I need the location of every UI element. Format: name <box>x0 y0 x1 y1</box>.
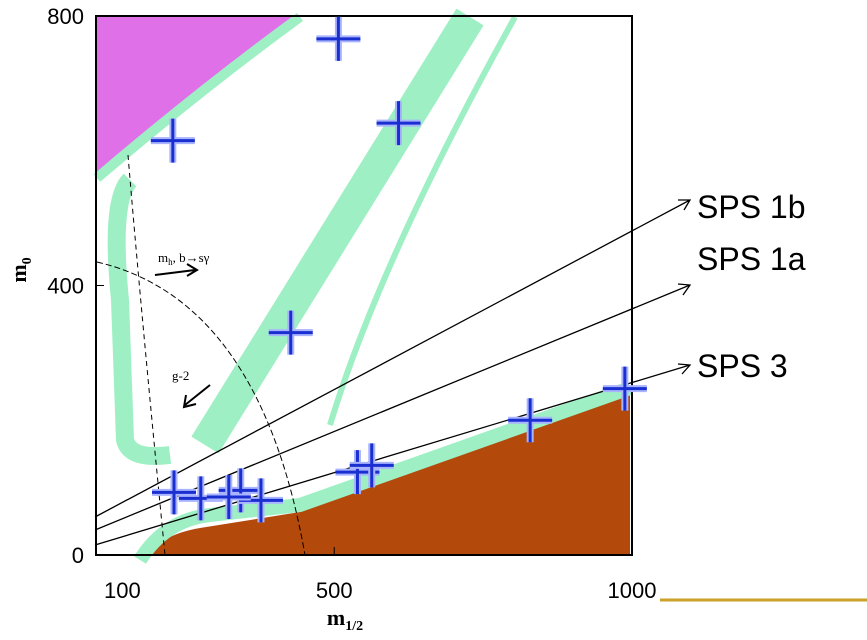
dashed-boundary <box>127 154 166 556</box>
allowed-strip <box>327 15 518 426</box>
allowed-strip <box>134 381 633 564</box>
x-tick-label: 100 <box>104 578 141 603</box>
annotation: SPS 3 <box>697 348 788 384</box>
region-label: g-2 <box>172 368 189 383</box>
x-tick-label: 500 <box>316 578 353 603</box>
sps-lines <box>94 199 692 546</box>
arrow <box>154 263 199 277</box>
point <box>150 118 195 163</box>
regions <box>93 8 633 564</box>
y-tick-label: 800 <box>47 4 84 29</box>
y-tick-label: 400 <box>47 274 84 299</box>
region-label: mh, b→sγ <box>158 250 210 267</box>
point <box>152 470 197 515</box>
y-axis-label: m0 <box>6 257 35 282</box>
x-axis-label: m1/2 <box>327 605 363 634</box>
point <box>602 366 647 411</box>
y-tick-label: 0 <box>72 543 84 568</box>
x-tick-label: 1000 <box>608 578 657 603</box>
point <box>268 310 313 355</box>
annotation: SPS 1a <box>697 241 806 277</box>
pointer <box>94 363 692 546</box>
point <box>376 101 421 146</box>
point <box>349 443 394 488</box>
allowed-band <box>191 8 484 454</box>
annotation: SPS 1b <box>697 189 806 225</box>
allowed-strip <box>107 173 172 465</box>
excluded-region <box>97 17 300 178</box>
arrow <box>182 384 211 409</box>
excluded-region <box>150 395 630 555</box>
point <box>508 398 553 443</box>
allowed-strip <box>93 12 303 182</box>
dashed-boundary <box>96 261 306 556</box>
point <box>206 475 251 520</box>
pointer <box>94 199 692 518</box>
point <box>316 16 361 61</box>
